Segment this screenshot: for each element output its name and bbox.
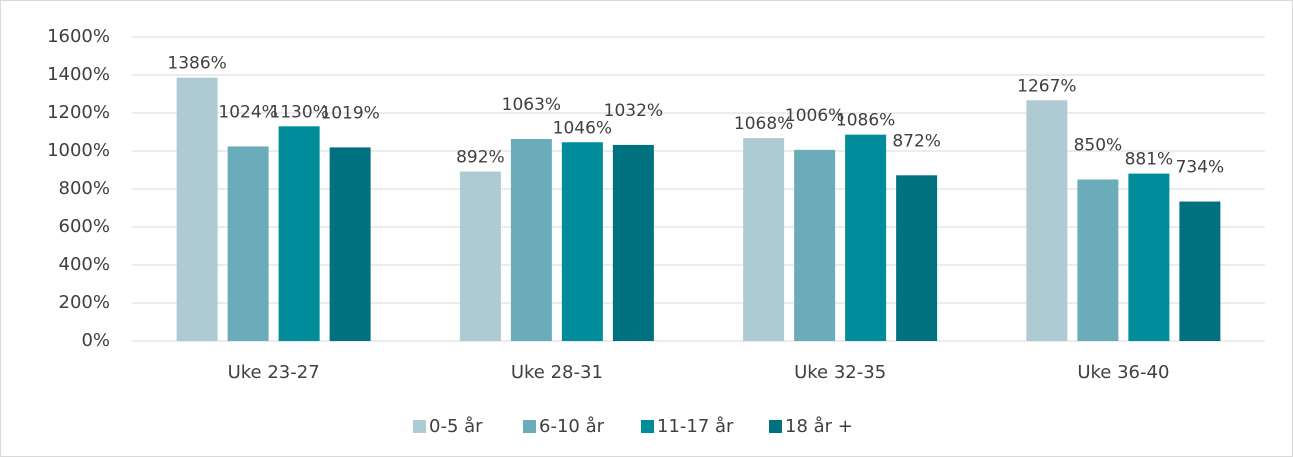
- data-label: 1024%: [218, 102, 277, 122]
- legend-swatch: [523, 420, 536, 433]
- data-label: 1386%: [167, 54, 226, 74]
- bar: [794, 149, 836, 341]
- data-label: 872%: [892, 131, 941, 151]
- data-label: 892%: [456, 148, 505, 168]
- y-tick-label: 0%: [81, 330, 110, 351]
- data-label: 1006%: [785, 106, 844, 126]
- data-label: 1019%: [320, 103, 379, 123]
- data-label: 1046%: [553, 118, 612, 138]
- y-tick-label: 1400%: [47, 64, 110, 85]
- bar: [1128, 173, 1170, 341]
- data-label: 1063%: [502, 95, 561, 115]
- data-label: 1267%: [1017, 76, 1076, 96]
- bar: [612, 144, 654, 341]
- data-label: 850%: [1074, 136, 1123, 156]
- legend-label: 6-10 år: [539, 416, 605, 437]
- y-tick-label: 800%: [59, 178, 110, 199]
- legend-swatch: [769, 420, 782, 433]
- y-tick-label: 1000%: [47, 140, 110, 161]
- y-tick-label: 1600%: [47, 26, 110, 47]
- bar: [561, 142, 603, 341]
- x-tick-label: Uke 32-35: [794, 362, 886, 383]
- x-tick-label: Uke 23-27: [228, 362, 320, 383]
- bar: [227, 146, 269, 341]
- data-label: 1086%: [836, 111, 895, 131]
- bar: [176, 77, 218, 341]
- bar: [1179, 201, 1221, 341]
- bar: [743, 138, 785, 341]
- bar: [459, 171, 501, 341]
- data-label: 1130%: [269, 102, 328, 122]
- x-tick-label: Uke 36-40: [1077, 362, 1169, 383]
- legend-label: 18 år +: [785, 416, 853, 437]
- x-tick-label: Uke 28-31: [511, 362, 603, 383]
- y-tick-label: 600%: [59, 216, 110, 237]
- y-tick-label: 400%: [59, 254, 110, 275]
- y-tick-label: 1200%: [47, 102, 110, 123]
- data-label: 881%: [1125, 150, 1174, 170]
- bar: [1077, 179, 1119, 341]
- legend-swatch: [641, 420, 654, 433]
- data-label: 1032%: [604, 101, 663, 121]
- bar: [510, 139, 552, 341]
- data-label: 1068%: [734, 114, 793, 134]
- legend-swatch: [413, 420, 426, 433]
- data-label: 734%: [1176, 158, 1225, 178]
- legend-label: 11-17 år: [657, 416, 734, 437]
- bar: [1026, 100, 1068, 342]
- bar: [896, 175, 938, 341]
- bar: [329, 147, 371, 341]
- bar: [278, 126, 320, 341]
- y-tick-label: 200%: [59, 292, 110, 313]
- legend-label: 0-5 år: [429, 416, 483, 437]
- bar: [845, 134, 887, 341]
